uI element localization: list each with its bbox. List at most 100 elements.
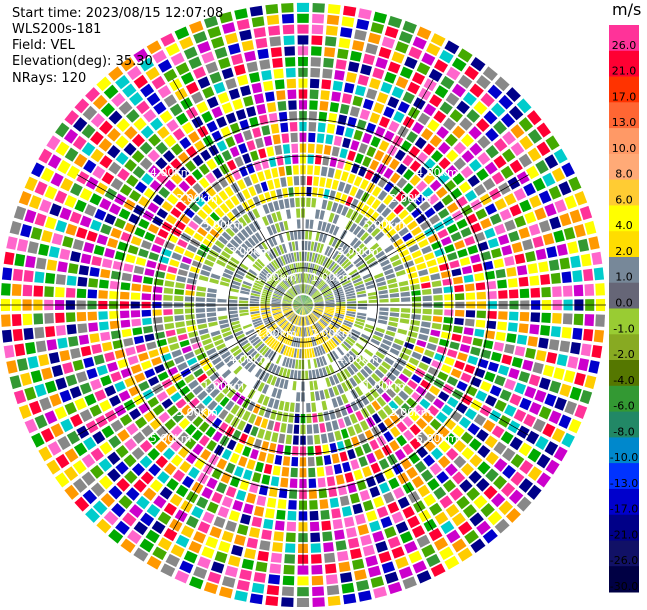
gate-cell [373, 12, 387, 24]
gate-cell [136, 344, 147, 353]
gate-cell [281, 210, 287, 220]
gate-cell [294, 176, 299, 185]
gate-cell [309, 230, 313, 239]
gate-cell [62, 236, 73, 248]
gate-cell [295, 360, 298, 369]
gate-cell [398, 101, 410, 113]
gate-cell [111, 420, 124, 432]
range-label: 3.00km [229, 245, 271, 258]
gate-cell [461, 166, 473, 178]
gate-cell [229, 88, 240, 99]
gate-cell [31, 370, 43, 383]
gate-cell [265, 508, 275, 518]
gate-cell [133, 166, 145, 178]
gate-cell [188, 467, 200, 479]
gate-cell [86, 368, 97, 379]
range-label: 4.00km [150, 166, 192, 179]
gate-cell [560, 257, 571, 269]
gate-cell [73, 239, 84, 250]
gate-cell [404, 541, 417, 554]
gate-cell [447, 397, 459, 408]
gate-cell [133, 432, 145, 444]
gate-cell [228, 296, 237, 300]
gate-cell [494, 375, 506, 386]
gate-cell [423, 296, 432, 301]
gate-cell [423, 309, 432, 314]
gate-cell [297, 587, 309, 596]
gate-cell [228, 555, 241, 567]
gate-cell [228, 300, 237, 303]
gate-cell [287, 424, 293, 434]
gate-cell [442, 194, 454, 205]
gate-cell [362, 156, 371, 167]
gate-cell [244, 51, 256, 62]
gate-cell [449, 260, 459, 268]
colorbar-tick-label: 6.0 [615, 193, 633, 206]
gate-cell [488, 238, 499, 248]
gate-cell [246, 459, 255, 470]
gate-cell [184, 47, 198, 60]
gate-cell [88, 312, 98, 321]
gate-cell [256, 496, 266, 507]
gate-cell [307, 414, 312, 423]
range-label: 5.00km [364, 219, 406, 232]
gate-cell [297, 576, 308, 585]
gate-cell [402, 92, 414, 104]
range-label: 4.00km [416, 166, 458, 179]
gate-cell [559, 213, 571, 226]
gate-cell [305, 371, 308, 380]
gate-cell [380, 82, 392, 94]
gate-cell [352, 96, 363, 107]
gate-cell [295, 198, 300, 207]
gate-cell [24, 387, 36, 401]
gate-cell [45, 326, 55, 337]
gate-cell [13, 329, 23, 341]
gate-cell [134, 266, 144, 275]
colorbar-tick-label: -30.0 [610, 580, 638, 593]
gate-cell [198, 521, 211, 533]
gate-cell [332, 180, 339, 190]
gate-cell [583, 329, 593, 341]
gate-cell [312, 576, 324, 586]
gate-cell [430, 180, 442, 191]
gate-cell [135, 417, 147, 429]
gate-cell [142, 318, 152, 325]
gate-cell [392, 511, 404, 523]
gate-cell [70, 348, 81, 359]
gate-cell [312, 370, 316, 379]
colorbar-tick-label: -10.0 [610, 451, 638, 464]
gate-cell [296, 252, 299, 261]
gate-cell [353, 469, 363, 480]
gate-cell [164, 288, 174, 294]
gate-cell [97, 365, 108, 376]
gate-cell [100, 269, 110, 278]
gate-cell [236, 109, 246, 120]
gate-cell [418, 113, 430, 126]
gate-cell [4, 345, 15, 358]
gate-cell [430, 273, 440, 280]
gate-cell [104, 213, 116, 224]
gate-cell [298, 230, 301, 239]
gate-cell [151, 357, 162, 366]
gate-cell [49, 203, 61, 216]
gate-cell [382, 37, 395, 49]
gate-cell [461, 373, 472, 383]
gate-cell [98, 290, 108, 299]
gate-cell [56, 274, 66, 285]
gate-cell [163, 295, 172, 301]
gate-cell [90, 193, 102, 205]
gate-cell [292, 381, 296, 390]
gate-cell [41, 367, 53, 380]
gate-cell [325, 134, 333, 144]
gate-cell [421, 321, 431, 327]
gate-cell [515, 253, 526, 264]
gate-cell [334, 530, 345, 540]
gate-cell [100, 332, 110, 341]
gate-cell [340, 496, 350, 507]
gate-cell [328, 168, 335, 178]
gate-cell [291, 457, 298, 466]
gate-cell [55, 313, 65, 323]
gate-cell [483, 178, 496, 190]
gate-cell [74, 398, 86, 411]
gate-cell [339, 38, 351, 49]
